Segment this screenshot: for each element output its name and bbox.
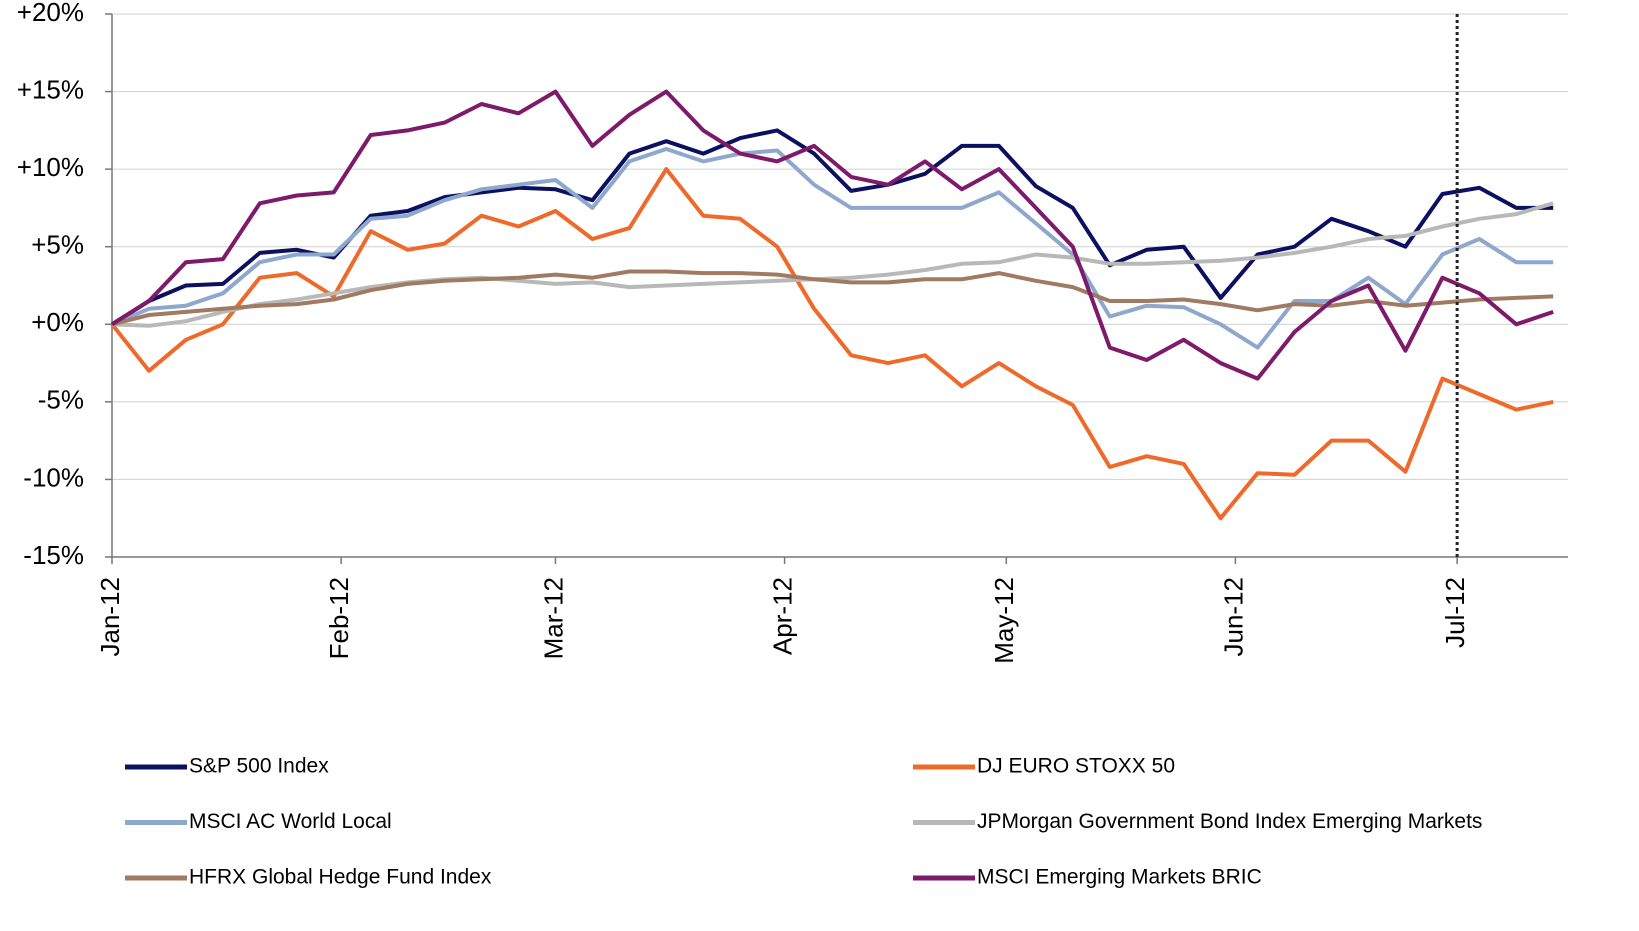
y-tick-label: +10% (17, 152, 84, 182)
x-tick-label: Jan-12 (95, 577, 125, 657)
x-tick-label: Jun-12 (1218, 577, 1248, 657)
series-line (110, 89, 1554, 381)
x-tick-label: Jul-12 (1440, 577, 1470, 648)
x-tick-label: Apr-12 (767, 577, 797, 655)
series-line (111, 269, 1554, 327)
legend-label: JPMorgan Government Bond Index Emerging … (977, 810, 1482, 833)
y-tick-label: +20% (17, 0, 84, 27)
x-tick-label: May-12 (989, 577, 1019, 664)
series-line (111, 201, 1554, 328)
legend-label: MSCI Emerging Markets BRIC (977, 866, 1262, 889)
series-line (111, 147, 1554, 350)
legend-label: DJ EURO STOXX 50 (977, 755, 1175, 778)
y-tick-label: +0% (31, 307, 84, 337)
legend-label: HFRX Global Hedge Fund Index (189, 866, 492, 889)
y-tick-label: -5% (38, 385, 84, 415)
series-line (110, 167, 1554, 521)
y-tick-label: -15% (23, 540, 84, 570)
x-tick-label: Feb-12 (324, 577, 354, 659)
x-tick-label: Mar-12 (538, 577, 568, 659)
legend-label: MSCI AC World Local (189, 810, 392, 833)
y-tick-label: +15% (17, 74, 84, 104)
y-tick-label: -10% (23, 462, 84, 492)
y-tick-label: +5% (31, 230, 84, 260)
legend-label: S&P 500 Index (189, 755, 329, 778)
